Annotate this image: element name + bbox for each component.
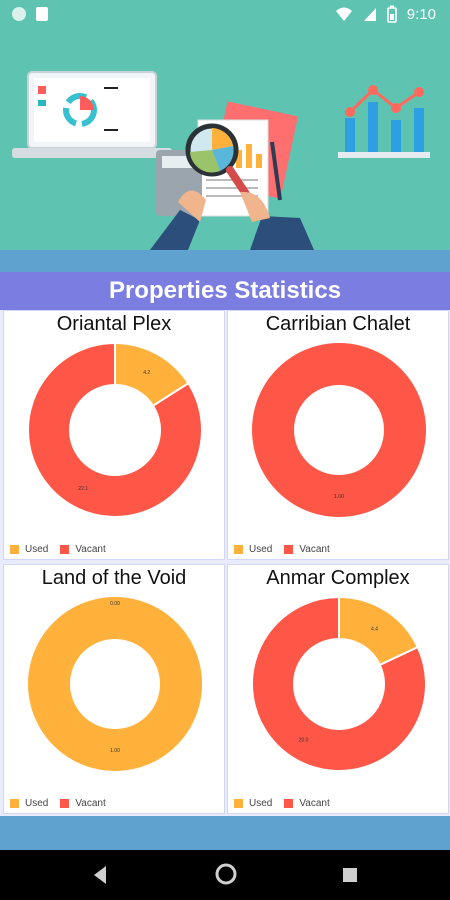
recents-icon[interactable]: [341, 866, 359, 884]
wifi-icon: [335, 7, 352, 21]
donut-hole: [299, 390, 379, 470]
slice-value-label: 1.00: [110, 748, 120, 754]
page-title: Properties Statistics: [0, 272, 450, 310]
back-icon[interactable]: [90, 863, 110, 887]
legend-used-label: Used: [249, 798, 273, 809]
sd-card-icon: [36, 7, 48, 21]
signal-icon: [363, 8, 376, 21]
legend-vacant-label: Vacant: [299, 544, 330, 555]
slice-value-label: 4.2: [143, 370, 150, 376]
slice-value-label: 22.1: [78, 486, 88, 492]
legend-used-swatch: [10, 799, 19, 808]
donut-chart-carribian-chalet: 0.001.00: [251, 343, 426, 517]
donut-slice-vacant: [251, 343, 426, 517]
donut-chart-anmar-complex: 4.4 20.0: [251, 595, 427, 772]
notification-dot-icon: [12, 7, 26, 21]
property-card-land-of-the-void[interactable]: Land of the Void 1.00 0.00 Used Vacant: [3, 564, 225, 814]
legend-vacant-swatch: [60, 799, 70, 808]
donut-hole: [75, 390, 155, 470]
property-title: Anmar Complex: [266, 567, 410, 589]
legend-used-swatch: [10, 545, 19, 554]
slice-value-label: 20.0: [299, 738, 309, 744]
property-card-anmar-complex[interactable]: Anmar Complex 4.4 20.0 Used Vacant: [227, 564, 449, 814]
legend-used-label: Used: [25, 544, 49, 555]
slice-value-label: 4.4: [371, 626, 378, 632]
legend-vacant-label: Vacant: [75, 798, 106, 809]
bottom-band: [0, 816, 450, 850]
property-title: Oriantal Plex: [56, 313, 172, 335]
hero-illustration-graphic: [12, 71, 430, 250]
slice-value-label: 0.00: [110, 601, 120, 607]
legend-used-swatch: [234, 799, 243, 808]
status-bar: 9:10: [0, 0, 450, 30]
legend-vacant-swatch: [284, 545, 294, 554]
chart-legend: Used Vacant: [10, 544, 106, 555]
donut-slice-vacant: [251, 595, 427, 772]
donut-hole: [75, 644, 155, 724]
slice-value-label: 1.00: [334, 494, 344, 500]
chart-legend: Used Vacant: [234, 544, 330, 555]
blue-divider-band: [0, 250, 450, 272]
system-navigation-bar: [0, 850, 450, 900]
legend-vacant-swatch: [60, 545, 70, 554]
legend-vacant-swatch: [284, 799, 294, 808]
donut-chart-land-of-the-void: 1.00 0.00: [27, 597, 202, 771]
legend-vacant-label: Vacant: [299, 798, 330, 809]
legend-vacant-label: Vacant: [75, 544, 106, 555]
legend-used-label: Used: [25, 798, 49, 809]
chart-legend: Used Vacant: [234, 798, 330, 809]
legend-used-label: Used: [249, 544, 273, 555]
donut-chart-oriantal-plex: 4.2 22.1: [27, 341, 203, 518]
properties-grid: Oriantal Plex 4.2 22.1 Used Vacant Carrib…: [0, 310, 450, 816]
statistics-illustration: [0, 30, 450, 250]
status-time: 9:10: [406, 5, 436, 23]
donut-hole: [299, 644, 379, 724]
chart-legend: Used Vacant: [10, 798, 106, 809]
battery-icon: [386, 5, 397, 23]
legend-used-swatch: [234, 545, 243, 554]
property-card-oriantal-plex[interactable]: Oriantal Plex 4.2 22.1 Used Vacant: [3, 310, 225, 560]
donut-slice-vacant: [27, 341, 203, 518]
home-icon[interactable]: [214, 862, 238, 886]
property-card-carribian-chalet[interactable]: Carribian Chalet 0.001.00 Used Vacant: [227, 310, 449, 560]
donut-slice-used: [27, 597, 202, 771]
property-title: Carribian Chalet: [265, 313, 411, 335]
property-title: Land of the Void: [41, 567, 187, 589]
